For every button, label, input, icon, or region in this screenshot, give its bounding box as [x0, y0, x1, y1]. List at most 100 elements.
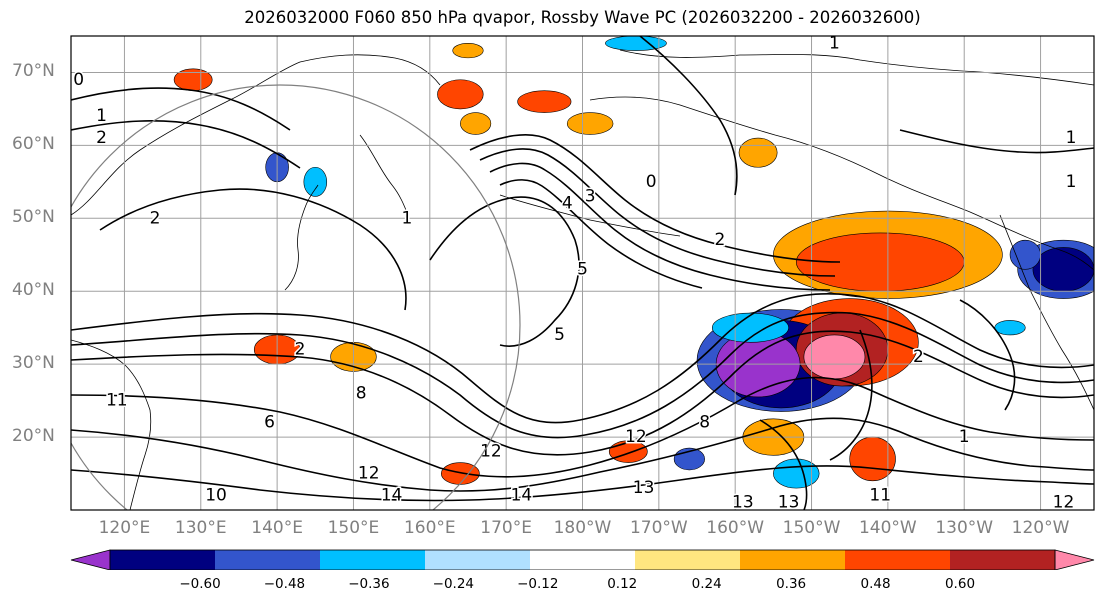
anomaly-patch [1032, 247, 1094, 292]
contour-label: 5 [577, 259, 588, 279]
contour-line [71, 311, 1094, 439]
anomaly-patch [566, 112, 614, 135]
contour-label: 0 [73, 70, 84, 90]
longitude-label: 130°W [935, 518, 994, 538]
colorbar-tick-label: −0.24 [432, 576, 475, 592]
contour-label: 13 [633, 478, 655, 498]
anomaly-patch [803, 334, 866, 380]
colorbar-segment [635, 550, 740, 570]
anomaly-patch [517, 90, 572, 113]
contour-line [959, 299, 1016, 411]
coastline-japan [284, 184, 319, 291]
contour-line [759, 419, 808, 510]
contour-line [71, 87, 291, 131]
contour-line [71, 120, 301, 169]
longitude-label: 180°W [553, 518, 612, 538]
anomaly-patch [460, 112, 492, 135]
contour-label: 2 [96, 128, 107, 148]
contour-line [71, 330, 1094, 456]
contour-label: 12 [480, 442, 502, 462]
contour-label: 12 [625, 427, 647, 447]
contour-label: 2 [150, 208, 161, 228]
contour-line [899, 129, 1094, 154]
longitude-label: 130°E [174, 518, 227, 538]
colorbar-segment [530, 550, 635, 570]
longitude-label: 120°E [98, 518, 151, 538]
colorbar-tick-label: 0.48 [860, 576, 891, 592]
map-title: 2026032000 F060 850 hPa qvapor, Rossby W… [244, 8, 921, 27]
map-frame [70, 35, 1095, 511]
contour-line [489, 162, 831, 291]
contour-label: 10 [205, 485, 227, 505]
contour-line [99, 188, 407, 311]
longitude-label: 170°W [629, 518, 688, 538]
colorbar-tick-label: 0.36 [776, 576, 807, 592]
colorbar-segment [740, 550, 845, 570]
contour-label: 4 [562, 194, 573, 214]
latitude-label: 40°N [12, 280, 55, 301]
longitude-label: 140°E [251, 518, 303, 538]
colorbar-extend-high [1054, 549, 1095, 570]
contour-label: 1 [96, 106, 107, 126]
anomaly-patch [773, 458, 820, 489]
graticule [71, 36, 1094, 510]
coastline-aleutians [499, 194, 681, 237]
contour-label: 5 [554, 325, 565, 345]
contour-label: 2 [295, 340, 306, 360]
coastline-arctic [619, 49, 1094, 86]
colorbar-tick-label: −0.60 [179, 576, 221, 592]
contour-label: 14 [511, 485, 533, 505]
latitude-label: 30°N [12, 353, 55, 374]
contour-line [469, 134, 841, 263]
colorbar [70, 549, 1095, 570]
colorbar-tick-label: 0.60 [944, 576, 976, 592]
latitude-label: 70°N [12, 61, 55, 82]
anomaly-patch [605, 36, 667, 51]
contour-label: 1 [959, 427, 970, 447]
anomaly-patch [711, 312, 789, 343]
colorbar-segment [845, 550, 950, 570]
colorbar-segment [215, 550, 320, 570]
longitude-label: 150°E [327, 518, 380, 538]
anomaly-patch [849, 436, 896, 482]
colorbar-tick-label: −0.36 [348, 576, 390, 592]
region-circle [71, 84, 521, 510]
contour-label: 11 [106, 391, 128, 411]
contour-label: 6 [264, 412, 275, 432]
longitude-label: 150°W [782, 518, 841, 538]
coastline-china [71, 339, 152, 510]
contour-label: 8 [356, 383, 367, 403]
anomaly-patch [440, 462, 480, 485]
latitude-label: 20°N [12, 426, 55, 447]
colorbar-segment [950, 550, 1055, 570]
contour-line [429, 196, 580, 347]
contour-label: 14 [381, 485, 403, 505]
contour-label: 11 [869, 485, 891, 505]
colorbar-segment [110, 550, 215, 570]
contour-label: 1 [401, 208, 412, 228]
contour-line [829, 329, 873, 461]
contour-label: 13 [778, 493, 800, 513]
anomaly-patch [994, 320, 1026, 336]
latitude-label: 50°N [12, 207, 55, 228]
anomaly-patch [437, 79, 484, 110]
longitude-label: 170°E [480, 518, 532, 538]
anomaly-patch [303, 166, 328, 197]
contour-label: 8 [699, 412, 710, 432]
colorbar-segment [320, 550, 425, 570]
longitude-label: 120°W [1011, 518, 1070, 538]
anomaly-patch [452, 42, 484, 59]
colorbar-extend-low [70, 549, 111, 570]
contour-line [71, 465, 1094, 502]
colorbar-segment [425, 550, 530, 570]
coastline-kamchatka [359, 134, 409, 216]
contour-label: 12 [1053, 493, 1075, 513]
contour-label: 1 [1066, 128, 1077, 148]
longitude-label: 160°W [706, 518, 765, 538]
colorbar-outline [109, 549, 1056, 570]
contour-label: 12 [358, 464, 380, 484]
anomaly-patch [1009, 239, 1041, 270]
contour-label: 2 [715, 230, 726, 250]
longitude-label: 160°E [403, 518, 456, 538]
contour-line [71, 417, 1094, 492]
